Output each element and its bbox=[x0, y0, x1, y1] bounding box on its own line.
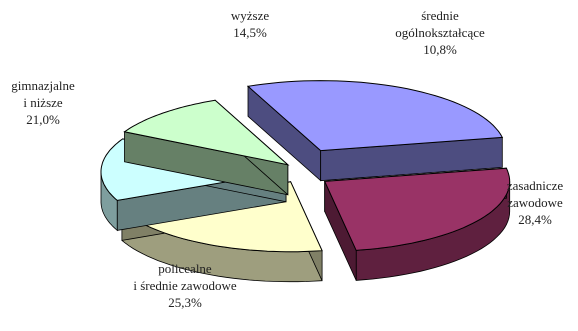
pie-slice bbox=[323, 167, 511, 281]
slice-category-label: i średnie zawodowe bbox=[133, 278, 236, 293]
slice-value-label: 14,5% bbox=[233, 25, 267, 40]
slice-category-label: i niższe bbox=[23, 95, 63, 110]
slice-value-label: 28,4% bbox=[518, 212, 552, 227]
slice-category-label: ogólnokształcące bbox=[395, 25, 485, 40]
slice-category-label: średnie bbox=[421, 8, 459, 23]
slice-category-label: zasadnicze bbox=[507, 178, 564, 193]
slice-category-label: gimnazjalne bbox=[11, 78, 75, 93]
slice-value-label: 25,3% bbox=[168, 295, 202, 310]
slice-category-label: policealne bbox=[158, 261, 212, 276]
slice-top-face bbox=[323, 167, 511, 251]
slice-top-face bbox=[246, 80, 504, 152]
slice-category-label: zawodowe bbox=[507, 195, 563, 210]
pie-labels: średnie ogólnokształcące 10,8% zasadnicze za… bbox=[11, 8, 563, 310]
slice-top-face bbox=[123, 99, 290, 166]
pie-slice bbox=[123, 99, 290, 196]
slice-value-label: 10,8% bbox=[423, 42, 457, 57]
slice-value-label: 21,0% bbox=[26, 112, 60, 127]
pie-slices bbox=[100, 80, 511, 283]
pie-slice bbox=[246, 80, 504, 182]
slice-category-label: wyższe bbox=[231, 8, 269, 23]
